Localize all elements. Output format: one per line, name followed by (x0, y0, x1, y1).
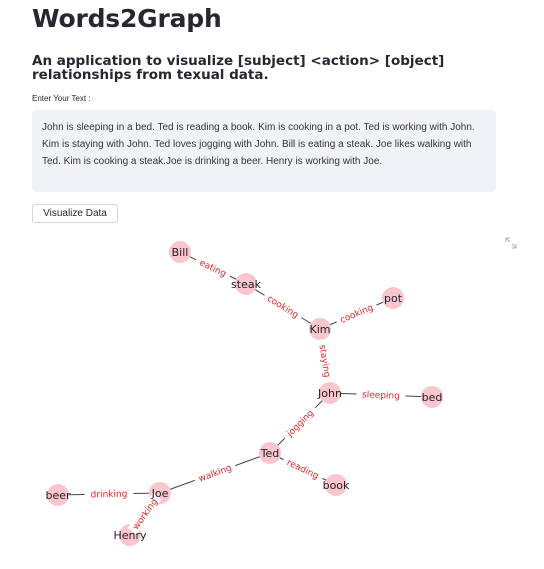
edge-label-background (356, 388, 406, 401)
edge-label-background (334, 299, 379, 327)
graph-node-label: John (317, 387, 342, 400)
edge-label-background (192, 459, 238, 486)
graph-node[interactable] (259, 442, 281, 464)
edge-label-background (316, 338, 335, 384)
graph-node-label: book (323, 479, 350, 492)
text-input-area[interactable]: John is sleeping in a bed. Ted is readin… (32, 110, 496, 192)
graph-node[interactable] (319, 382, 341, 404)
edge-label-background (261, 290, 305, 322)
graph-node-label: Kim (310, 323, 331, 336)
graph-node[interactable] (169, 241, 191, 263)
graph-node[interactable] (47, 484, 69, 506)
app-subtitle: An application to visualize [subject] <a… (32, 53, 445, 83)
app-title: Words2Graph (32, 4, 222, 33)
edge-label: working (131, 497, 160, 532)
edge-label-background (193, 254, 233, 281)
graph-node-label: pot (384, 292, 403, 305)
edge-label: reading (285, 458, 320, 482)
graph-node[interactable] (325, 474, 347, 496)
graph-node[interactable] (235, 273, 257, 295)
graph-node[interactable] (309, 318, 331, 340)
graph-node[interactable] (421, 386, 443, 408)
edge-label: staying (317, 344, 332, 378)
edge-label: jogging (285, 408, 316, 439)
graph-node-label: Joe (151, 487, 169, 500)
edge-label-background (280, 403, 319, 442)
graph-node-label: Henry (113, 529, 147, 542)
graph-node-label: steak (231, 278, 262, 291)
edge-label-background (84, 487, 134, 500)
edge-label: sleeping (362, 390, 400, 401)
text-input-label: Enter Your Text : (32, 94, 91, 103)
edge-label: drinking (91, 490, 128, 501)
graph-node-label: bed (422, 391, 443, 404)
edge-label-background (281, 454, 326, 483)
expand-icon[interactable] (505, 237, 517, 249)
graph-node[interactable] (382, 287, 404, 309)
visualize-data-button[interactable]: Visualize Data (32, 204, 118, 223)
graph-node-label: Bill (172, 246, 189, 259)
graph-node-label: beer (45, 489, 71, 502)
edge-label-background (127, 492, 162, 535)
graph-node-label: Ted (260, 447, 280, 460)
edge-label: cooking (339, 303, 375, 326)
